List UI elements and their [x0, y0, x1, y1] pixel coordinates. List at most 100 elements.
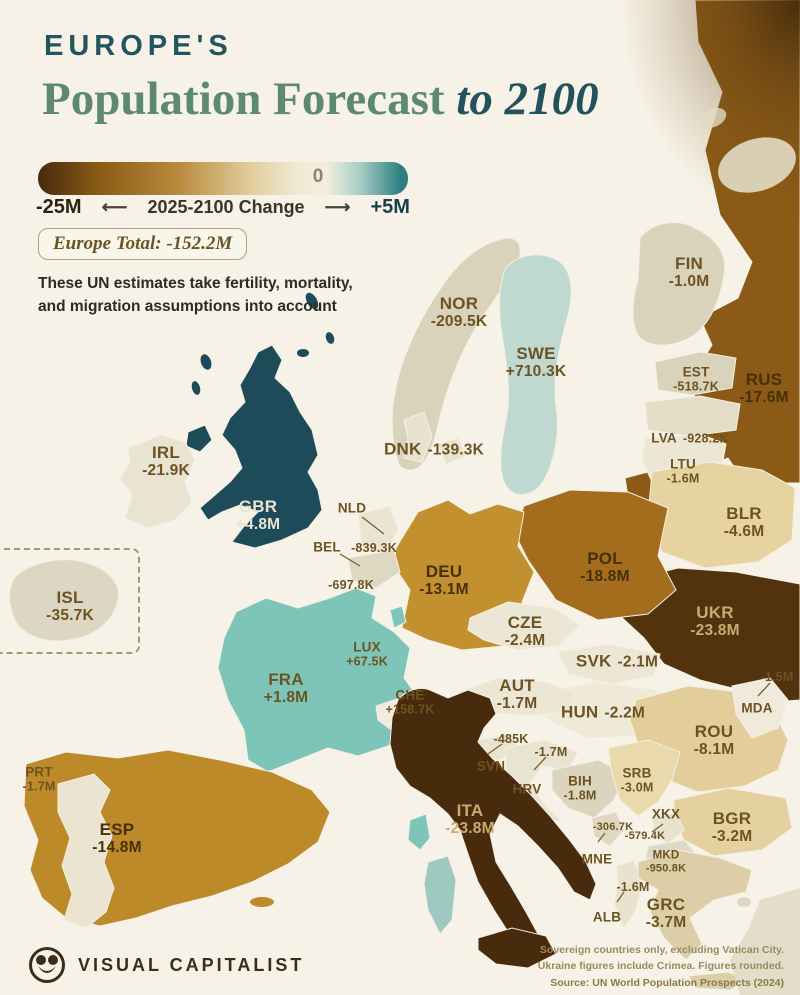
title-main: Population Forecast: [42, 73, 457, 125]
country-ita-shape: [389, 687, 597, 949]
label-nld-code: NLD: [337, 500, 367, 516]
label-bel-value: -697.8K: [328, 578, 374, 592]
country-dnk-island-shape: [437, 437, 467, 465]
label-svk: SVK -2.1M: [575, 651, 659, 671]
country-cze-shape: [467, 601, 581, 651]
label-xkx-code: XKX: [651, 806, 681, 822]
label-lva: LVA -928.2K: [651, 430, 729, 446]
hebrides-island: [191, 381, 201, 395]
label-prt: PRT -1.7M: [22, 764, 56, 794]
label-hrv-code: HRV: [512, 781, 542, 797]
country-svk-shape: [557, 643, 661, 685]
label-ukr: UKR -23.8M: [690, 602, 740, 639]
label-esp: ESP -14.8M: [92, 819, 142, 856]
arctic-island: [718, 137, 796, 193]
country-ita-sicily-shape: [477, 927, 557, 969]
country-mne-shape: [591, 811, 625, 847]
country-isl-shape: [9, 559, 120, 642]
label-rus: RUS -17.6M: [739, 369, 789, 406]
methodology-note: These UN estimates take fertility, morta…: [38, 275, 353, 316]
brand-name: VISUAL CAPITALIST: [78, 954, 305, 975]
arctic-island: [699, 107, 727, 129]
legend-max-label: +5M: [370, 196, 410, 218]
label-bgr: BGR -3.2M: [711, 808, 753, 845]
label-mda-code: MDA: [741, 700, 773, 716]
label-swe: SWE +710.3K: [505, 343, 567, 380]
country-lux-shape: [389, 605, 407, 629]
arrow-left-icon: ⟵: [101, 197, 128, 217]
country-irl-shape: [119, 434, 196, 529]
hebrides-island: [200, 354, 212, 370]
sardinia-island: [423, 855, 457, 935]
label-ltu: LTU -1.6M: [666, 456, 700, 486]
label-fra: FRA +1.8M: [263, 669, 309, 706]
iceland-inset-frame: [0, 548, 140, 654]
label-nld-value: -839.3K: [351, 541, 397, 555]
label-alb-code: ALB: [592, 909, 622, 925]
country-fin-shape: [632, 222, 726, 346]
label-srb: SRB -3.0M: [620, 765, 654, 795]
label-che: CHE +158.7K: [385, 687, 435, 717]
orkney-island: [297, 349, 309, 357]
aegean-island: [737, 897, 751, 907]
legend-zero-tick: 0: [312, 166, 324, 187]
faroe-island: [305, 292, 319, 310]
legend-axis-row: -25M ⟵ 2025-2100 Change ⟶ +5M: [36, 196, 410, 219]
visual-capitalist-logo-icon: [29, 947, 65, 983]
label-dnk: DNK -139.3K: [384, 439, 484, 459]
country-grc-shape: [637, 849, 753, 961]
balearic-island: [250, 897, 274, 907]
label-lux: LUX +67.5K: [346, 639, 388, 669]
label-blr: BLR -4.6M: [723, 503, 765, 540]
source-note-line2: Ukraine figures include Crimea. Figures …: [537, 960, 784, 973]
label-deu: DEU -13.1M: [419, 561, 469, 598]
country-gbr-shape: [199, 344, 323, 549]
country-lva-shape: [644, 395, 741, 437]
leader-lines: [339, 516, 771, 903]
arrow-right-icon: ⟶: [324, 197, 351, 217]
source-note-line1: Sovereign countries only, excluding Vati…: [539, 944, 784, 956]
country-bel-shape: [347, 549, 401, 589]
country-prt-shape: [57, 773, 115, 929]
country-pol-shape: [513, 489, 677, 621]
turkey-landmass: [730, 888, 800, 995]
label-grc: GRC -3.7M: [645, 894, 687, 931]
label-est: EST -518.7K: [673, 364, 719, 394]
label-pol: POL -18.8M: [580, 548, 630, 585]
europe-total-badge: Europe Total: -152.2M: [38, 228, 248, 260]
label-alb-value: -1.6M: [616, 880, 650, 894]
country-alb-shape: [613, 859, 643, 930]
label-mkd: MKD -950.8K: [645, 849, 687, 875]
label-bel-code: BEL: [313, 539, 341, 555]
label-hrv-value: -1.7M: [534, 745, 568, 759]
source-note: Sovereign countries only, excluding Vati…: [538, 942, 784, 991]
legend-gradient-bar: [38, 162, 408, 195]
brand-footer: VISUAL CAPITALIST: [28, 946, 304, 984]
country-est-shape: [654, 351, 737, 396]
shetland-island: [325, 332, 335, 344]
kicker-title: EUROPE'S: [44, 30, 233, 62]
label-ita: ITA -23.8M: [445, 800, 495, 837]
page-title: Population Forecast to 2100: [42, 72, 599, 126]
legend-axis-label: 2025-2100 Change: [147, 197, 305, 217]
label-cze: CZE -2.4M: [504, 612, 546, 649]
label-irl: IRL -21.9K: [142, 442, 190, 479]
label-nor: NOR -209.5K: [430, 293, 488, 330]
country-mda-shape: [731, 677, 789, 739]
title-accent: to 2100: [456, 73, 599, 125]
label-aut: AUT -1.7M: [496, 675, 538, 712]
label-xkx-value: -579.4K: [624, 829, 666, 842]
country-swe-shape: [498, 254, 572, 495]
label-hun: HUN -2.2M: [560, 702, 646, 722]
label-fin: FIN -1.0M: [668, 253, 710, 290]
label-rou: ROU -8.1M: [693, 721, 735, 758]
label-mne-code: MNE: [581, 851, 613, 867]
label-svn-value: -485K: [493, 732, 529, 746]
label-mda-value: -1.5M: [760, 670, 794, 684]
label-mne-value: -306.7K: [592, 820, 634, 833]
corsica-island: [407, 813, 431, 851]
label-gbr: GBR +4.8M: [235, 496, 281, 533]
source-note-line3: Source: UN World Population Prospects (2…: [550, 976, 784, 989]
country-dnk-shape: [403, 411, 433, 463]
